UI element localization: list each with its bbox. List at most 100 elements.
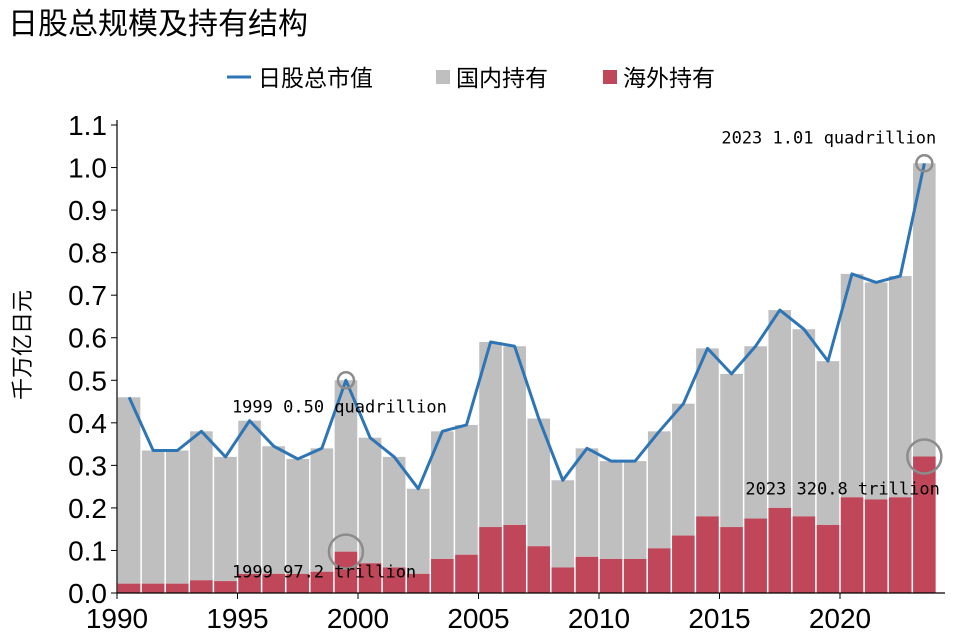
bar-domestic: [190, 431, 213, 581]
y-tick-label: 0.6: [68, 323, 107, 354]
y-axis: 0.0 0.1 0.2 0.3 0.4 0.5 0.6 0.7 0.8 0.9 1.0 1.1: [68, 110, 117, 609]
bar-foreign: [840, 497, 864, 593]
bar-domestic: [744, 346, 767, 519]
bar-domestic: [575, 448, 599, 557]
y-tick-label: 0.2: [68, 493, 107, 524]
x-tick-label: 2015: [688, 603, 750, 634]
bar-foreign: [455, 554, 478, 593]
bar-domestic: [816, 361, 840, 525]
bar-foreign: [647, 548, 671, 593]
bar-foreign: [672, 535, 695, 593]
bar-foreign: [358, 563, 382, 593]
series-line-total: [127, 162, 926, 491]
bar-domestic: [599, 461, 623, 559]
y-tick-label: 1.0: [68, 153, 107, 184]
bar-foreign: [141, 583, 165, 593]
bar-foreign: [792, 516, 816, 593]
annotation-marker: [336, 371, 356, 390]
bar-domestic: [406, 488, 430, 574]
axes: [116, 120, 945, 594]
bar-domestic: [286, 458, 310, 574]
annotations: 1999 0.50 quadrillion 1999 97.2 trillion 2…: [232, 128, 943, 583]
bar-foreign: [479, 527, 502, 593]
bar-domestic: [238, 420, 261, 574]
bar-domestic: [647, 431, 671, 549]
bar-domestic: [262, 446, 285, 574]
total-line: [127, 162, 926, 491]
legend: 日股总市值 国内持有 海外持有: [227, 66, 715, 92]
bar-foreign: [575, 556, 599, 593]
bars: [117, 163, 936, 593]
bar-foreign: [214, 581, 237, 593]
bar-foreign: [720, 527, 743, 593]
bar-foreign: [768, 507, 792, 593]
x-tick-label: 2020: [809, 603, 871, 634]
annotation-label: 2023 1.01 quadrillion: [721, 128, 936, 148]
bar-domestic: [214, 456, 237, 582]
y-tick-label: 0.0: [68, 578, 107, 609]
bar-foreign: [551, 567, 575, 593]
bar-foreign: [431, 558, 454, 593]
bar-domestic: [527, 418, 551, 547]
bar-domestic: [888, 276, 912, 498]
bar-domestic: [455, 424, 478, 555]
bar-domestic: [672, 403, 695, 536]
bar-foreign: [599, 558, 623, 593]
bar-domestic: [551, 480, 575, 568]
bar-foreign: [816, 524, 840, 593]
x-tick-label: 2005: [447, 603, 509, 634]
bar-foreign: [864, 499, 888, 593]
bar-foreign: [334, 551, 358, 593]
y-tick-label: 0.8: [68, 238, 107, 269]
bar-domestic: [382, 456, 406, 568]
bar-domestic: [503, 346, 526, 525]
bar-domestic: [864, 282, 888, 500]
bar-foreign: [623, 558, 647, 593]
bar-foreign: [310, 571, 334, 593]
legend-label-foreign: 海外持有: [623, 66, 715, 92]
bar-foreign: [117, 583, 141, 593]
bar-domestic: [623, 461, 647, 559]
bar-domestic: [165, 450, 189, 584]
y-tick-label: 0.4: [68, 408, 107, 439]
bar-foreign: [913, 456, 936, 593]
bar-domestic: [431, 431, 454, 559]
annotation-label: 2023 320.8 trillion: [745, 480, 939, 500]
bar-domestic: [696, 348, 719, 517]
bar-domestic: [792, 329, 816, 517]
bar-foreign: [238, 573, 261, 593]
annotation-marker: [915, 154, 934, 173]
x-tick-label: 2010: [568, 603, 630, 634]
y-tick-label: 0.9: [68, 195, 107, 226]
y-axis-label: 千万亿日元: [11, 290, 36, 400]
bar-foreign: [382, 567, 406, 593]
bar-foreign: [744, 518, 767, 593]
bar-foreign: [190, 580, 213, 593]
bar-domestic: [141, 450, 165, 584]
y-tick-label: 0.3: [68, 450, 107, 481]
legend-label-domestic: 国内持有: [456, 66, 548, 92]
x-axis: 1990 1995 2000 2005 2010 2015 2020: [86, 593, 871, 634]
bar-domestic: [768, 310, 792, 508]
bar-foreign: [888, 497, 912, 593]
bar-foreign: [696, 516, 719, 593]
bar-domestic: [358, 437, 382, 564]
bar-foreign: [406, 573, 430, 593]
bar-domestic: [334, 380, 358, 552]
bar-foreign: [503, 524, 526, 593]
bar-domestic: [117, 397, 141, 584]
chart-title: 日股总规模及持有结构: [8, 7, 308, 42]
legend-swatch-domestic: [436, 70, 450, 84]
annotation-label: 1999 97.2 trillion: [232, 563, 416, 583]
x-tick-label: 2000: [327, 603, 389, 634]
bar-foreign: [165, 583, 189, 593]
bar-domestic: [840, 273, 864, 498]
y-tick-label: 0.5: [68, 365, 107, 396]
x-tick-label: 1995: [206, 603, 268, 634]
bar-domestic: [310, 448, 334, 572]
bar-foreign: [262, 573, 285, 593]
bar-foreign: [286, 573, 310, 593]
bar-domestic: [479, 341, 502, 528]
legend-swatch-foreign: [603, 70, 617, 84]
